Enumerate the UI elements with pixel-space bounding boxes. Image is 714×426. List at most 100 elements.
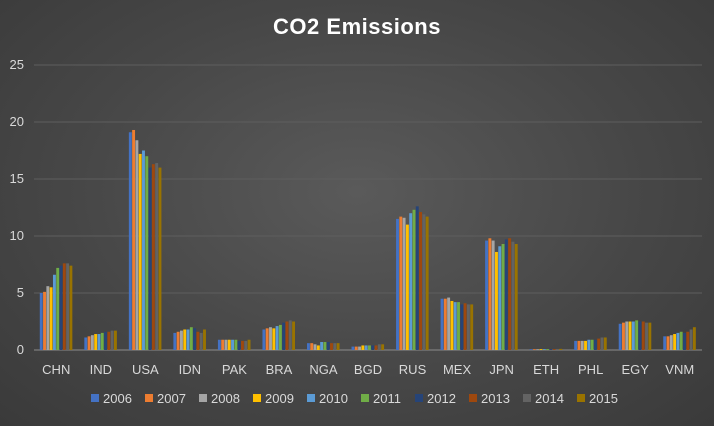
bar [237,340,241,350]
bar [313,344,317,350]
bar [217,339,221,350]
x-tick-label: BRA [266,362,293,377]
bar [151,164,155,350]
bar [107,331,111,350]
legend: 2006 2007 2008 2009 2010 2011 2012 2013 2014 2015 [91,391,618,406]
bar [457,302,460,350]
bar [221,339,225,350]
bar [94,334,98,350]
bar [247,339,251,350]
bar [333,343,337,350]
bar [183,329,187,350]
bar [587,339,591,350]
bar [546,349,550,350]
bar [673,334,677,350]
x-tick-label: JPN [489,362,514,377]
bar [110,330,114,350]
bar [590,339,594,350]
bar [244,340,248,350]
bar [176,331,180,350]
bar [491,240,495,350]
x-tick-label: RUS [399,362,427,377]
bar [100,332,104,350]
bar [396,218,399,350]
legend-swatch [91,394,99,402]
bar [90,335,94,350]
bar [374,345,378,350]
bar [666,336,670,350]
bar [179,330,183,350]
bar [292,321,296,350]
bar [399,216,403,350]
bar [402,217,406,350]
bar [59,265,63,350]
bar [330,343,333,350]
bar [556,348,559,350]
bar [532,349,536,350]
x-tick-label: BGD [354,362,382,377]
legend-swatch [253,394,261,402]
bar [539,349,543,350]
bar [618,323,622,350]
bar [43,291,46,350]
bar [285,321,289,350]
bar [415,206,419,350]
legend-label: 2015 [589,391,618,406]
x-tick-label: VNM [665,362,694,377]
bar [504,239,508,350]
bar [676,332,680,350]
bar [148,167,152,350]
bar [269,327,272,350]
bar [638,321,642,350]
bar [87,336,91,350]
x-tick-label: CHN [42,362,70,377]
bar [635,320,639,350]
bar [542,349,546,350]
bar [440,298,444,350]
bar [336,343,340,350]
bar [358,346,362,350]
bar [351,346,355,350]
bar [326,342,330,350]
legend-label: 2010 [319,391,348,406]
x-tick-label: PHL [578,362,603,377]
y-tick-label: 10 [10,228,24,243]
bar [265,328,269,350]
bar [193,328,197,350]
bar [405,224,409,350]
y-tick-label: 25 [10,57,24,72]
bar [419,212,423,350]
legend-swatch [523,394,531,402]
bar [686,331,690,350]
bar [142,150,145,350]
chart-title: CO2 Emissions [273,14,441,39]
legend-swatch [469,394,477,402]
x-tick-label: NGA [309,362,338,377]
bar [316,345,320,350]
bar [203,329,206,350]
legend-label: 2012 [427,391,456,406]
legend-swatch [199,394,207,402]
bar [381,344,385,350]
legend-label: 2009 [265,391,294,406]
bar [552,349,556,350]
bar [368,345,371,350]
legend-label: 2007 [157,391,186,406]
bar [320,342,324,350]
x-tick-label: IDN [179,362,201,377]
bar [323,342,327,350]
legend-swatch [307,394,315,402]
bar [443,298,447,350]
bar [278,324,282,350]
bar [501,243,505,350]
bar [275,326,279,350]
bar [104,331,107,350]
bar [262,329,266,350]
bar [679,331,683,350]
bar [310,343,314,350]
bar [577,340,581,350]
bar [84,337,88,350]
legend-label: 2013 [481,391,510,406]
bar [113,330,117,350]
